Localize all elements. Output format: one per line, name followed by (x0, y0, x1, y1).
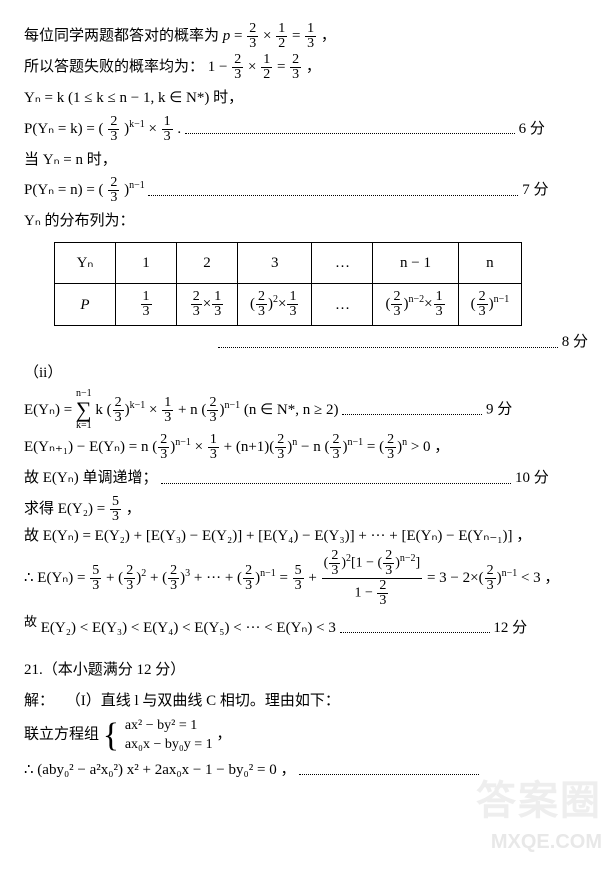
line-diff: E(Yₙ₊₁) − E(Yₙ) = n (23)n−1 × 13 + (n+1)… (24, 433, 588, 462)
expr: ∴ E(Yₙ) = 53 + (23)2 + (23)3 + ··· + (23… (24, 570, 559, 586)
line-ey2: 求得 E(Y₂) = 53 ， (24, 495, 588, 524)
q21-header: 21.（本小题满分 12 分） (24, 656, 588, 685)
expr: p = 23 × 12 = 13 (223, 28, 321, 44)
dot-leader (185, 124, 515, 134)
part-ii-label: （ii） (24, 359, 588, 388)
line-when-yn-n: 当 Yₙ = n 时， (24, 146, 588, 175)
label-solution: 解： (24, 693, 54, 709)
expr: E(Yₙ₊₁) − E(Yₙ) = n (23)n−1 × 13 + (n+1)… (24, 439, 449, 455)
line-system: 联立方程组 { ax² − by² = 1 ax₀x − by₀y = 1 ， (24, 717, 588, 753)
line-therefore: ∴ E(Yₙ) = 53 + (23)2 + (23)3 + ··· + (23… (24, 549, 588, 608)
cell: 2 (177, 242, 238, 284)
line-fail-prob: 所以答题失败的概率均为： 1 − 23 × 12 = 23 ， (24, 53, 588, 82)
table-row: P 13 23×13 (23)2×13 … (23)n−2×13 (23)n−1 (55, 284, 522, 326)
expr: E(Yₙ) = n−1∑k=1 k (23)k−1 × 13 + n (23)n… (24, 402, 342, 418)
dot-leader (342, 405, 482, 415)
score-9: 9 分 (486, 402, 512, 418)
cell: n (458, 242, 522, 284)
text: 求得 E(Y₂) = (24, 501, 109, 517)
line-p-yn-n: P(Yₙ = n) = ( 23 )n−1 7 分 (24, 176, 588, 205)
dot-leader (218, 338, 558, 348)
dot-leader (161, 474, 511, 484)
dot-leader (340, 623, 490, 633)
cell: (23)2×13 (238, 284, 312, 326)
line-telescoping: 故 E(Yₙ) = E(Y₂) + [E(Y₃) − E(Y₂)] + [E(Y… (24, 526, 588, 547)
score-8: 8 分 (562, 334, 588, 350)
score-6: 6 分 (519, 121, 545, 137)
text: 所以答题失败的概率均为： (24, 59, 204, 75)
expr: 1 − 23 × 12 = 23 (208, 59, 306, 75)
text: E(Y₂) < E(Y₃) < E(Y₄) < E(Y₅) < ··· < E(… (41, 620, 336, 636)
score-10: 10 分 (515, 470, 549, 486)
cell: Yₙ (55, 242, 116, 284)
cell: 1 (116, 242, 177, 284)
distribution-table: Yₙ 1 2 3 … n − 1 n P 13 23×13 (23)2×13 …… (54, 242, 522, 327)
cell: 3 (238, 242, 312, 284)
text: 联立方程组 (24, 727, 99, 743)
cell: n − 1 (373, 242, 458, 284)
brace-icon: { (103, 719, 119, 753)
q21-solution: 解： （I）直线 l 与双曲线 C 相切。理由如下： (24, 687, 588, 716)
cell: P (55, 284, 116, 326)
table-row: Yₙ 1 2 3 … n − 1 n (55, 242, 522, 284)
line-final-ineq: 故 E(Y₂) < E(Y₃) < E(Y₄) < E(Y₅) < ··· < … (24, 610, 588, 643)
text: ∴ (aby₀² − a²x₀²) x² + 2ax₀x − 1 − by₀² … (24, 762, 295, 778)
cell: … (312, 284, 373, 326)
line-dist-label: Yₙ 的分布列为： (24, 207, 588, 236)
text: ， (321, 28, 336, 44)
text: 故 (24, 614, 37, 629)
watermark-url: MXQE.COM (491, 823, 602, 861)
text: ， (306, 59, 321, 75)
line-mono: 故 E(Yₙ) 单调递增； 10 分 (24, 464, 588, 493)
line-yn-k: Yₙ = k (1 ≤ k ≤ n − 1, k ∈ N*) 时， (24, 84, 588, 113)
score-12: 12 分 (493, 620, 527, 636)
score-line: 8 分 (24, 328, 588, 357)
expr: P(Yₙ = n) = ( 23 )n−1 (24, 182, 148, 198)
score-7: 7 分 (522, 182, 548, 198)
line-p-yn-k: P(Yₙ = k) = ( 23 )k−1 × 13 . 6 分 (24, 115, 588, 144)
line-final-eq: ∴ (aby₀² − a²x₀²) x² + 2ax₀x − 1 − by₀² … (24, 756, 588, 785)
line-eyn-sum: E(Yₙ) = n−1∑k=1 k (23)k−1 × 13 + n (23)n… (24, 389, 588, 431)
cell: … (312, 242, 373, 284)
line-prob-both: 每位同学两题都答对的概率为 p = 23 × 12 = 13 ， (24, 22, 588, 51)
cell: (23)n−1 (458, 284, 522, 326)
cell: 23×13 (177, 284, 238, 326)
frac: 53 (110, 495, 121, 524)
cell: (23)n−2×13 (373, 284, 458, 326)
equation-system: ax² − by² = 1 ax₀x − by₀y = 1 (125, 717, 213, 753)
text: ， (126, 501, 141, 517)
text: （I）直线 l 与双曲线 C 相切。理由如下： (66, 693, 340, 709)
text: ， (216, 727, 231, 743)
dot-leader (299, 765, 479, 775)
text: 每位同学两题都答对的概率为 (24, 28, 223, 44)
expr: P(Yₙ = k) = ( 23 )k−1 × 13 . (24, 121, 185, 137)
cell: 13 (116, 284, 177, 326)
dot-leader (148, 186, 518, 196)
text: 故 E(Yₙ) 单调递增； (24, 470, 157, 486)
